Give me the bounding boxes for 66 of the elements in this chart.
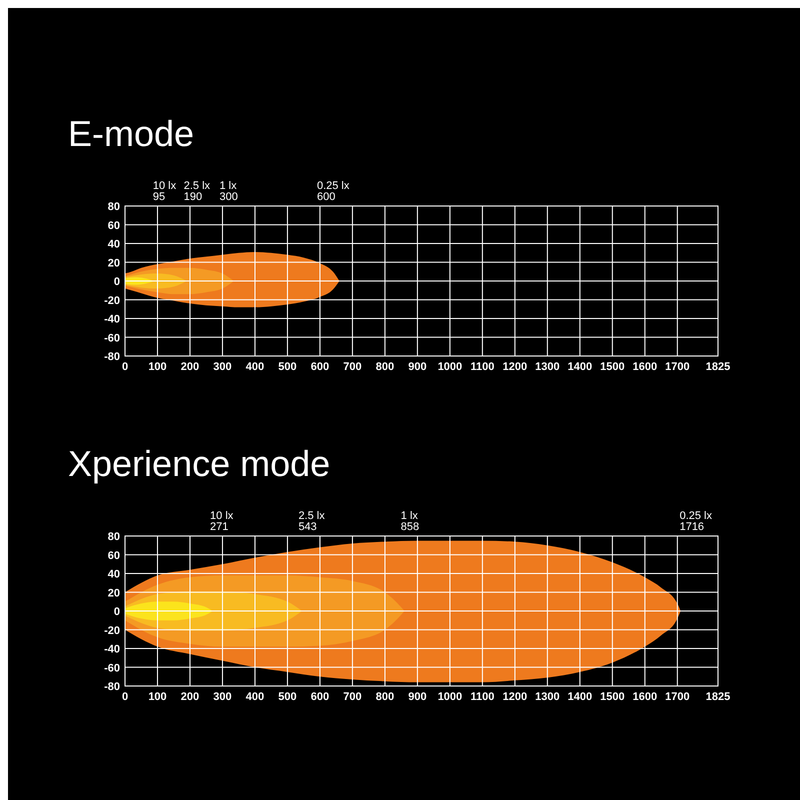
x-tick-label: 0 bbox=[122, 361, 128, 373]
x-tick-label: 200 bbox=[180, 361, 200, 373]
x-tick-label: 200 bbox=[180, 691, 200, 703]
text: 1 lx 300 bbox=[219, 180, 238, 203]
y-tick-label: 80 bbox=[108, 201, 120, 213]
x-tick-label: 800 bbox=[376, 361, 394, 373]
x-tick-label: 1825 bbox=[706, 361, 730, 373]
chart-title: Xperience mode bbox=[68, 443, 330, 484]
x-tick-label: 600 bbox=[310, 361, 330, 373]
y-tick-label: -20 bbox=[104, 624, 120, 637]
x-tick-label: 1600 bbox=[632, 691, 658, 703]
x-tick-label: 400 bbox=[246, 361, 264, 373]
x-tick-label: 400 bbox=[246, 691, 264, 703]
x-tick-label: 100 bbox=[148, 361, 167, 373]
x-tick-label: 1000 bbox=[438, 691, 462, 703]
x-tick-label: 1825 bbox=[706, 691, 730, 703]
text: 10 lx 271 bbox=[210, 510, 234, 533]
y-tick-label: -20 bbox=[104, 294, 120, 307]
x-tick-label: 1500 bbox=[600, 361, 625, 373]
y-tick-label: 60 bbox=[108, 550, 120, 562]
x-tick-label: 700 bbox=[343, 361, 362, 373]
x-tick-label: 500 bbox=[278, 691, 297, 703]
text: 10 lx 95 bbox=[152, 180, 177, 203]
x-tick-label: 1400 bbox=[568, 361, 592, 373]
chart-title: E-mode bbox=[68, 113, 194, 154]
x-tick-label: 1100 bbox=[470, 691, 494, 703]
y-tick-label: -60 bbox=[104, 332, 120, 344]
text: 2.5 lx 543 bbox=[298, 510, 326, 533]
y-tick-label: 80 bbox=[108, 531, 120, 543]
y-tick-label: -80 bbox=[104, 681, 120, 693]
y-tick-label: -40 bbox=[104, 314, 120, 326]
y-tick-label: 0 bbox=[114, 606, 120, 618]
x-tick-label: 1600 bbox=[632, 361, 658, 373]
y-tick-label: -80 bbox=[104, 351, 120, 363]
y-tick-label: 20 bbox=[108, 587, 120, 600]
x-tick-label: 1200 bbox=[502, 361, 528, 373]
y-tick-label: 0 bbox=[114, 276, 120, 288]
x-tick-label: 500 bbox=[278, 361, 297, 373]
x-tick-label: 900 bbox=[408, 691, 427, 703]
x-tick-label: 1000 bbox=[438, 361, 462, 373]
x-tick-label: 0 bbox=[122, 691, 128, 703]
x-tick-label: 900 bbox=[408, 361, 427, 373]
y-tick-label: -60 bbox=[104, 662, 120, 674]
x-tick-label: 800 bbox=[376, 691, 394, 703]
text: 0.25 lx 1716 bbox=[680, 510, 712, 533]
y-tick-label: 60 bbox=[108, 220, 120, 232]
x-tick-label: 700 bbox=[343, 691, 362, 703]
text: 1 lx 858 bbox=[400, 510, 420, 533]
x-tick-label: 1500 bbox=[600, 691, 625, 703]
x-tick-label: 300 bbox=[213, 691, 232, 703]
x-tick-label: 1700 bbox=[665, 361, 690, 373]
x-tick-label: 1200 bbox=[502, 691, 528, 703]
y-tick-label: 40 bbox=[108, 568, 120, 580]
y-tick-label: -40 bbox=[104, 644, 120, 656]
y-tick-label: 20 bbox=[108, 257, 120, 270]
x-tick-label: 600 bbox=[310, 691, 330, 703]
x-tick-label: 1300 bbox=[535, 361, 560, 373]
y-tick-label: 40 bbox=[108, 238, 120, 250]
x-tick-label: 100 bbox=[148, 691, 167, 703]
x-tick-label: 1100 bbox=[470, 361, 494, 373]
x-tick-label: 300 bbox=[213, 361, 232, 373]
text: 2.5 lx 190 bbox=[184, 180, 211, 203]
x-tick-label: 1700 bbox=[665, 691, 690, 703]
x-tick-label: 1300 bbox=[535, 691, 560, 703]
x-tick-label: 1400 bbox=[568, 691, 592, 703]
text: 0.25 lx 600 bbox=[316, 180, 350, 203]
